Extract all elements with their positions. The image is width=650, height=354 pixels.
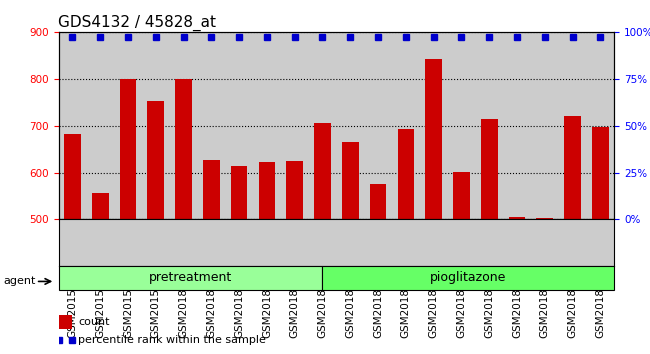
Bar [453, 172, 470, 219]
Bar [509, 217, 525, 219]
Bar [425, 59, 442, 219]
Bar [342, 142, 359, 219]
Bar [58, 315, 72, 329]
Bar [481, 119, 497, 219]
Bar [314, 123, 331, 219]
FancyBboxPatch shape [58, 266, 322, 290]
Bar [592, 127, 608, 219]
Bar [92, 193, 109, 219]
Bar [231, 166, 248, 219]
Bar [398, 129, 414, 219]
Bar [564, 116, 581, 219]
Text: percentile rank within the sample: percentile rank within the sample [78, 335, 266, 345]
Text: pioglitazone: pioglitazone [430, 272, 506, 284]
Text: agent: agent [3, 276, 36, 286]
Bar [259, 162, 275, 219]
Text: GDS4132 / 45828_at: GDS4132 / 45828_at [58, 14, 216, 30]
Text: count: count [78, 317, 109, 327]
Bar [203, 160, 220, 219]
FancyBboxPatch shape [322, 266, 614, 290]
Bar [176, 79, 192, 219]
Bar [536, 218, 553, 219]
Bar [148, 101, 164, 219]
Bar [370, 184, 386, 219]
Text: pretreatment: pretreatment [149, 272, 232, 284]
Bar [120, 79, 136, 219]
Bar [287, 161, 303, 219]
Bar [64, 134, 81, 219]
